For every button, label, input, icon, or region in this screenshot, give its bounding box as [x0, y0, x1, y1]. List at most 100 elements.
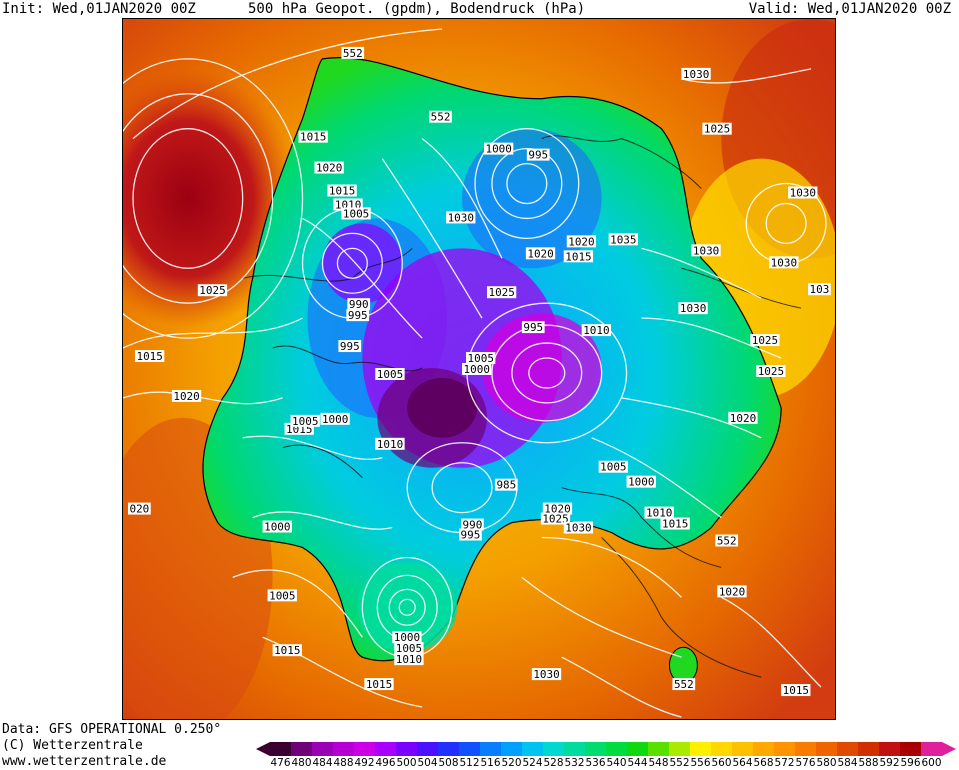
contour-labels: 1015102010151010100510251015102099099599… [128, 47, 831, 697]
scale-tick-label: 584 [837, 757, 857, 768]
valid-time: Valid: Wed,01JAN2020 00Z [748, 1, 951, 17]
svg-text:1015: 1015 [329, 184, 355, 197]
magenta-lobe [481, 313, 602, 423]
isobar-label: 1010 [644, 507, 674, 520]
scale-swatch [543, 742, 565, 756]
scale-tick-label: 592 [879, 757, 899, 768]
init-time: Init: Wed,01JAN2020 00Z [2, 1, 196, 17]
scale-tick-label: 504 [417, 757, 437, 768]
purple-lobe [322, 223, 403, 304]
svg-text:1030: 1030 [680, 302, 706, 315]
svg-text:1005: 1005 [269, 589, 295, 602]
geopotential-label: 552 [429, 111, 452, 124]
svg-text:995: 995 [528, 149, 548, 162]
isobar-label: 1000 [262, 521, 292, 534]
svg-text:1025: 1025 [704, 123, 730, 136]
isobar-label: 1000 [320, 413, 350, 426]
svg-text:1030: 1030 [565, 522, 591, 535]
isobar-label: 1000 [483, 143, 514, 156]
svg-text:1000: 1000 [464, 363, 490, 376]
isobar-label: 995 [459, 529, 482, 542]
scale-tick-label: 548 [648, 757, 668, 768]
isobar-label: 1010 [375, 438, 405, 451]
isobar-label: 1025 [540, 513, 571, 526]
svg-text:552: 552 [343, 47, 363, 60]
svg-text:1020: 1020 [730, 412, 756, 425]
isobar-label: 1015 [272, 644, 302, 657]
svg-text:1000: 1000 [322, 413, 348, 426]
svg-text:1030: 1030 [790, 186, 816, 199]
svg-text:1010: 1010 [583, 324, 609, 337]
svg-text:1005: 1005 [600, 461, 626, 474]
weather-map: 1015102010151010100510251015102099099599… [122, 18, 836, 720]
isobar-label: 1020 [566, 235, 597, 248]
svg-text:552: 552 [717, 534, 737, 547]
isobar-label: 1005 [375, 368, 405, 381]
isobar-label: 995 [346, 309, 370, 322]
svg-text:1000: 1000 [628, 476, 654, 489]
scale-swatch [501, 742, 523, 756]
isobar-label: 990 [461, 519, 484, 532]
svg-text:1030: 1030 [693, 244, 719, 257]
isobar-label: 1010 [394, 653, 424, 666]
scale-swatch [564, 742, 586, 756]
vortex-inner [377, 368, 487, 468]
svg-text:1005: 1005 [468, 352, 494, 365]
green-lobe-south [357, 562, 458, 653]
isobar-label: 1015 [660, 518, 690, 531]
svg-text:1005: 1005 [343, 207, 369, 220]
scale-tick-label: 568 [753, 757, 773, 768]
isobar-label: 1025 [756, 365, 786, 378]
geopotential-label: 552 [341, 47, 365, 60]
scale-tick-label: 596 [900, 757, 920, 768]
svg-text:1030: 1030 [683, 68, 709, 81]
website-link[interactable]: www.wetterzentrale.de [2, 754, 167, 769]
scale-swatch [795, 742, 817, 756]
svg-text:995: 995 [348, 309, 368, 322]
svg-text:103: 103 [810, 283, 830, 296]
isobar-label: 1030 [531, 668, 562, 681]
isobar-label: 995 [338, 340, 362, 353]
isobar-label: 1000 [462, 363, 492, 376]
data-source: Data: GFS OPERATIONAL 0.250° [2, 722, 222, 737]
scale-tick-label: 524 [522, 757, 542, 768]
scale-tick-label: 492 [354, 757, 374, 768]
scale-tick-label: 476 [270, 757, 290, 768]
isobar-label: 995 [526, 149, 550, 162]
isobar-label: 1005 [267, 589, 297, 602]
isobar-label: 1020 [717, 585, 747, 598]
scale-tick-label: 496 [375, 757, 395, 768]
isobar-label: 995 [521, 321, 545, 334]
geopotential-label: 552 [672, 678, 696, 691]
scale-tick-label: 532 [564, 757, 584, 768]
scale-swatch [333, 742, 355, 756]
scale-arrow-right [942, 742, 956, 756]
isobar-label: 1005 [598, 461, 628, 474]
isobar-label: 1005 [290, 415, 320, 428]
scale-swatch [900, 742, 922, 756]
isobar-label: 1015 [364, 678, 394, 691]
scale-tick-label: 544 [627, 757, 647, 768]
scale-arrow-left [256, 742, 270, 756]
svg-text:1000: 1000 [485, 143, 511, 156]
scale-tick-label: 536 [585, 757, 605, 768]
svg-text:1030: 1030 [533, 668, 559, 681]
svg-text:1015: 1015 [565, 250, 591, 263]
svg-text:990: 990 [349, 298, 369, 311]
svg-text:1025: 1025 [488, 286, 514, 299]
scale-tick-label: 560 [711, 757, 731, 768]
isobar-label: 1030 [681, 68, 711, 81]
svg-text:1000: 1000 [394, 631, 420, 644]
isobar-label: 1020 [525, 247, 556, 260]
scale-swatch [354, 742, 376, 756]
isobar-label: 1030 [446, 211, 476, 224]
scale-swatch [270, 742, 292, 756]
isobar-label: 1005 [394, 642, 424, 655]
scale-tick-label: 528 [543, 757, 563, 768]
isobar-label: 1015 [298, 131, 328, 144]
scale-tick-label: 516 [480, 757, 500, 768]
isobar-label: 990 [347, 298, 371, 311]
isobar-label: 1015 [563, 250, 594, 263]
isobar-label: 1025 [750, 334, 780, 347]
scale-tick-label: 520 [501, 757, 521, 768]
